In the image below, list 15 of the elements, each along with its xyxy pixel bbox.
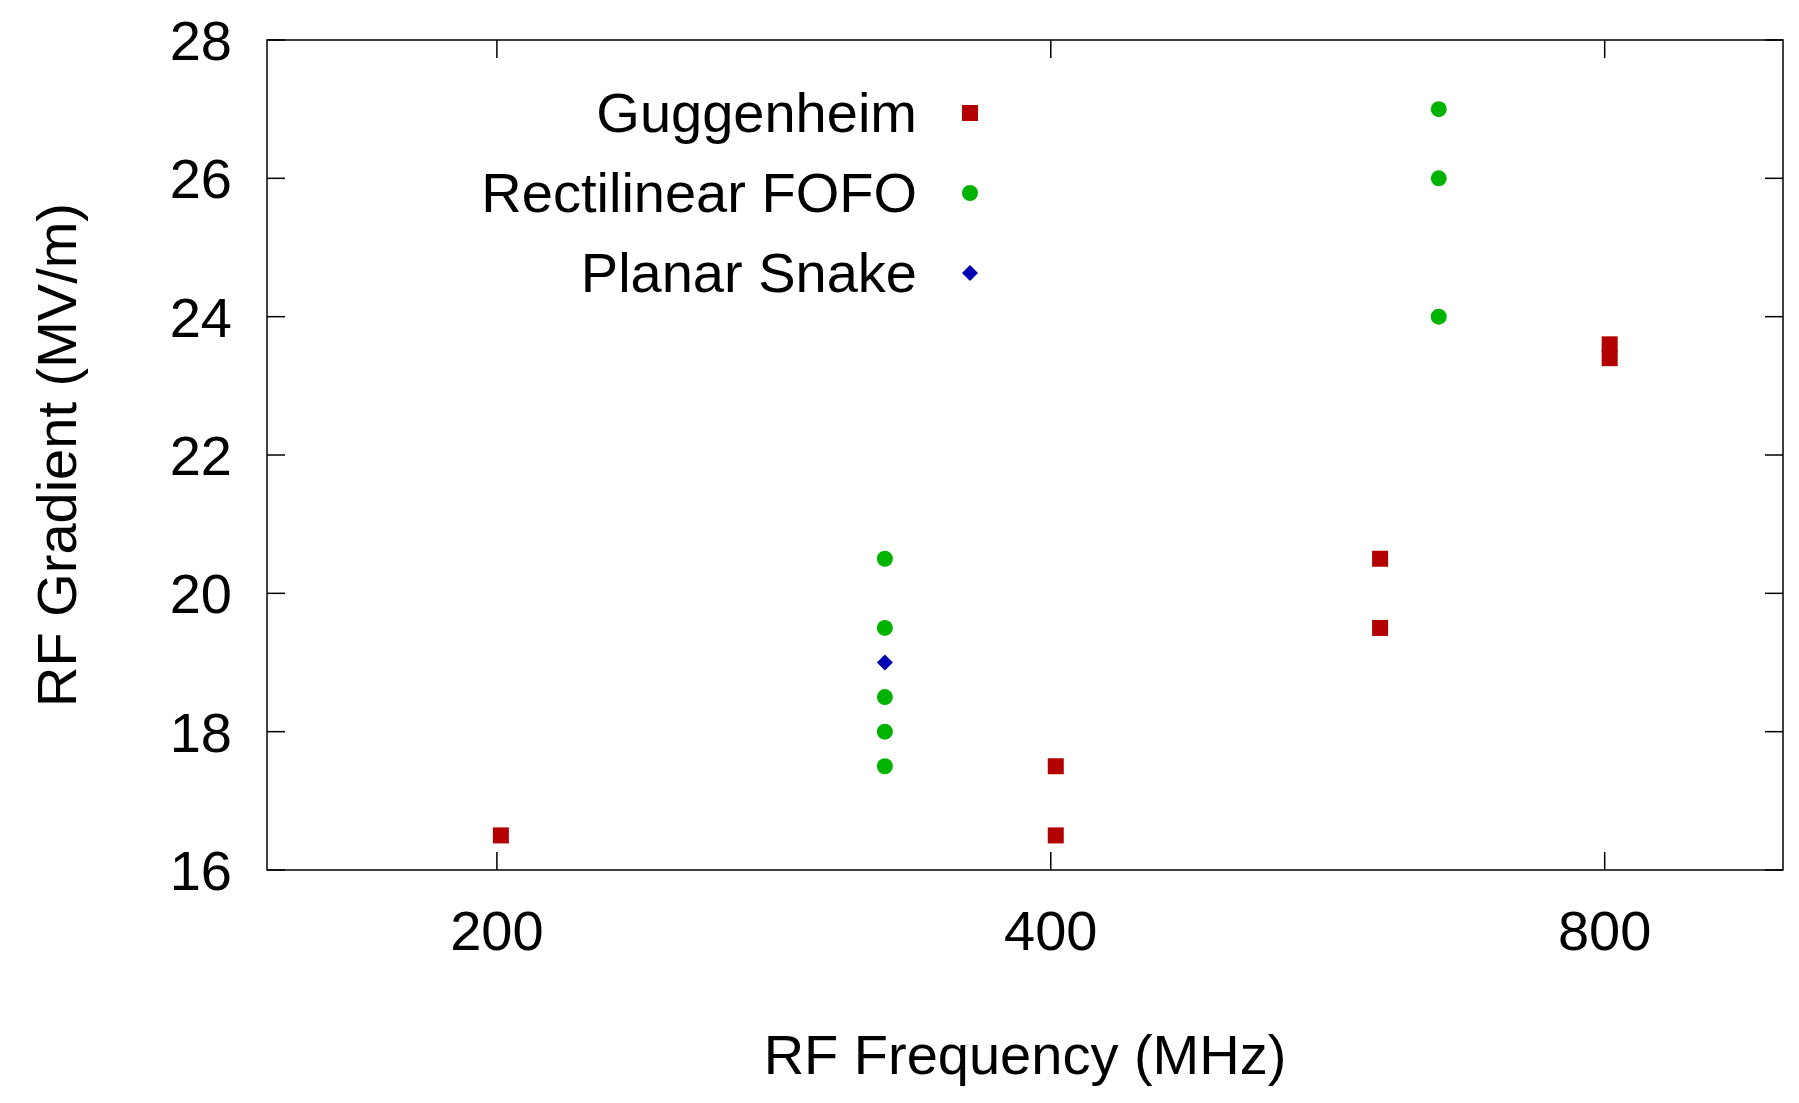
legend-label: Planar Snake: [580, 241, 917, 304]
y-tick-label: 24: [169, 285, 232, 349]
y-tick-label: 28: [169, 9, 232, 72]
y-tick-label: 26: [169, 147, 232, 211]
y-tick-label: 18: [169, 700, 232, 764]
legend-label: Guggenheim: [596, 81, 917, 144]
y-tick-label: 22: [169, 424, 232, 487]
x-axis-title: RF Frequency (MHz): [763, 1023, 1287, 1086]
x-tick-label: 800: [1557, 899, 1652, 962]
y-tick-label: 16: [169, 839, 232, 902]
x-tick-label: 200: [450, 899, 544, 962]
x-tick-label: 400: [1004, 899, 1098, 962]
y-tick-label: 20: [169, 562, 232, 626]
legend-label: Rectilinear FOFO: [481, 161, 917, 224]
y-axis-title: RF Gradient (MV/m): [25, 202, 88, 708]
